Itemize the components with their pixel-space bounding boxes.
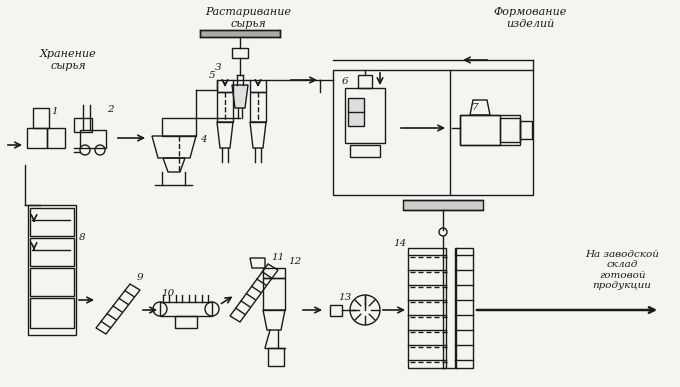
- Bar: [47, 128, 65, 148]
- Bar: [250, 80, 266, 92]
- Text: 2: 2: [107, 106, 114, 115]
- Bar: [80, 130, 106, 148]
- Text: 14: 14: [393, 240, 407, 248]
- Text: 13: 13: [339, 293, 352, 301]
- Text: 6: 6: [341, 77, 348, 87]
- Bar: [217, 92, 233, 122]
- Bar: [500, 118, 520, 142]
- Bar: [33, 108, 49, 128]
- Bar: [30, 208, 74, 236]
- Text: 8: 8: [79, 233, 85, 243]
- Text: Формование
изделий: Формование изделий: [493, 7, 566, 29]
- Bar: [232, 48, 248, 58]
- Text: 1: 1: [52, 108, 58, 116]
- Bar: [27, 128, 47, 148]
- Bar: [348, 98, 364, 126]
- Bar: [408, 248, 446, 368]
- Bar: [28, 205, 76, 335]
- Text: 11: 11: [271, 253, 285, 262]
- Text: На заводской
склад
готовой
продукции: На заводской склад готовой продукции: [585, 250, 659, 290]
- Bar: [520, 121, 532, 139]
- Bar: [345, 88, 385, 143]
- Polygon shape: [232, 85, 248, 108]
- Bar: [250, 92, 266, 122]
- Text: 5: 5: [209, 70, 216, 79]
- Bar: [30, 268, 74, 296]
- Bar: [74, 118, 92, 132]
- Bar: [358, 75, 372, 88]
- Bar: [263, 278, 285, 310]
- Bar: [162, 118, 196, 136]
- Text: 10: 10: [161, 289, 175, 298]
- Bar: [217, 80, 233, 92]
- Bar: [350, 145, 380, 157]
- Bar: [268, 348, 284, 366]
- Text: 3: 3: [215, 63, 221, 72]
- Bar: [160, 302, 212, 316]
- Text: Хранение
сырья: Хранение сырья: [39, 49, 97, 71]
- Bar: [175, 316, 197, 328]
- Text: 12: 12: [288, 257, 302, 267]
- Text: 7: 7: [472, 103, 478, 111]
- Text: 9: 9: [137, 274, 143, 283]
- Bar: [455, 248, 473, 368]
- Bar: [460, 115, 500, 145]
- Text: Растаривание
сырья: Растаривание сырья: [205, 7, 291, 29]
- Bar: [200, 30, 280, 37]
- Bar: [330, 305, 342, 316]
- Bar: [333, 70, 533, 195]
- Text: 4: 4: [200, 135, 206, 144]
- Bar: [30, 238, 74, 266]
- Bar: [460, 115, 520, 145]
- Bar: [30, 298, 74, 328]
- Bar: [403, 200, 483, 210]
